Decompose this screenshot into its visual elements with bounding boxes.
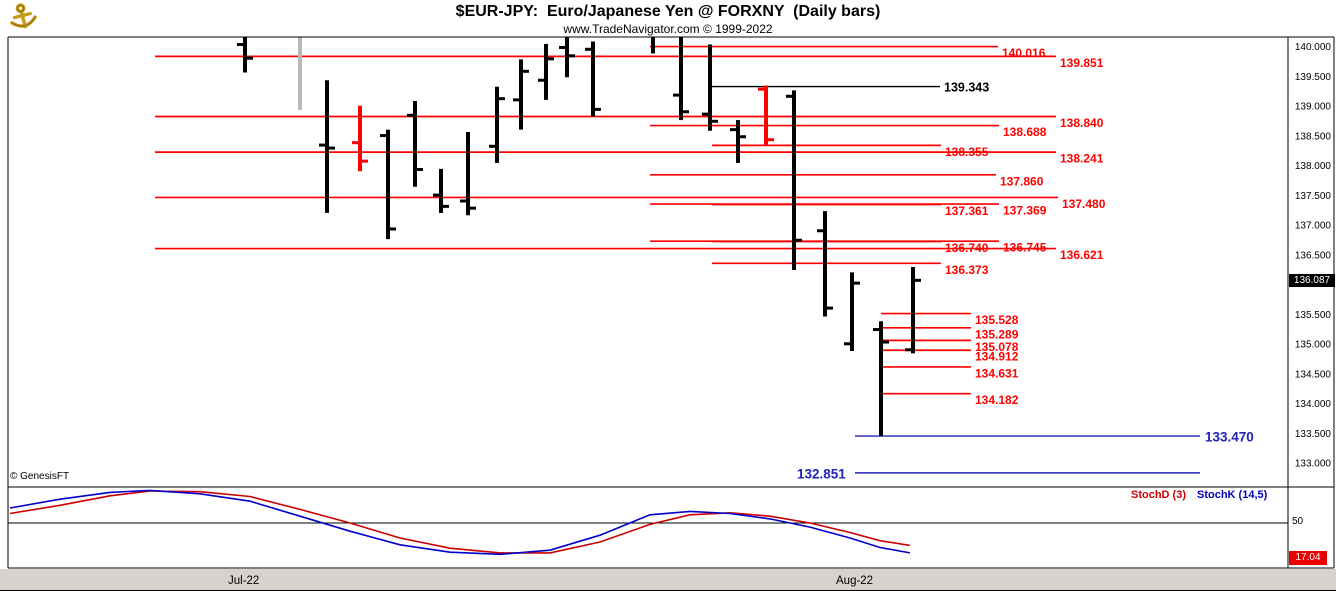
price-level-label: 136.745 [1003, 241, 1047, 255]
price-level-label: 134.631 [975, 366, 1019, 380]
bars-layer [237, 37, 921, 437]
price-axis-label: 134.000 [1295, 399, 1332, 410]
price-level-label: 138.688 [1003, 125, 1047, 139]
genesis-logo-icon [10, 3, 37, 29]
price-axis-label: 140.000 [1295, 42, 1332, 53]
price-level-label: 137.480 [1062, 197, 1106, 211]
stochd-line [9, 490, 911, 554]
price-level-label: 135.289 [975, 327, 1019, 341]
stochd-legend-label: StochD (3) [1131, 489, 1186, 501]
price-axis-label: 133.500 [1295, 429, 1332, 440]
price-axis-label: 136.500 [1295, 250, 1332, 261]
chart-subtitle: www.TradeNavigator.com © 1999-2022 [563, 22, 773, 36]
price-level-label: 133.470 [1205, 430, 1254, 445]
chart-title: $EUR-JPY: Euro/Japanese Yen @ FORXNY (Da… [455, 3, 881, 20]
price-level-label: 135.528 [975, 313, 1019, 327]
price-axis-label: 138.000 [1295, 161, 1332, 172]
price-level-label: 136.373 [945, 263, 989, 277]
date-axis-label: Jul-22 [228, 575, 259, 587]
price-level-label: 137.860 [1000, 174, 1044, 188]
price-axis-label: 137.000 [1295, 221, 1332, 232]
price-level-label: 136.621 [1060, 248, 1104, 262]
stoch-last-value-badge: 17.04 [1289, 551, 1327, 565]
price-level-label: 139.851 [1060, 56, 1104, 70]
price-axis-label: 139.500 [1295, 72, 1332, 83]
price-axis[interactable] [1288, 37, 1336, 568]
price-axis-label: 138.500 [1295, 131, 1332, 142]
price-level-label: 134.182 [975, 393, 1019, 407]
price-level-label: 135.078 [975, 340, 1019, 354]
date-axis-label: Aug-22 [836, 575, 873, 587]
price-level-label: 138.241 [1060, 152, 1104, 166]
price-level-label: 140.016 [1002, 46, 1046, 60]
price-axis-label: 134.500 [1295, 369, 1332, 380]
price-axis-label: 139.000 [1295, 102, 1332, 113]
price-axis-label: 135.000 [1295, 340, 1332, 351]
price-axis-label: 137.500 [1295, 191, 1332, 202]
stochk-line [9, 489, 911, 556]
genesisft-credit: © GenesisFT [10, 471, 70, 482]
price-level-label: 134.912 [975, 350, 1019, 364]
last-price-badge: 136.087 [1289, 274, 1335, 287]
date-axis-strip [0, 569, 1336, 591]
price-level-label: 137.369 [1003, 204, 1047, 218]
price-level-label: 139.343 [944, 81, 989, 95]
price-axis-label: 133.000 [1295, 459, 1332, 470]
price-level-label: 137.361 [945, 204, 989, 218]
stoch-mid-level-label: 50 [1292, 516, 1304, 527]
price-axis-label: 135.500 [1295, 310, 1332, 321]
stochk-legend-label: StochK (14,5) [1197, 489, 1268, 501]
price-level-label: 138.840 [1060, 116, 1104, 130]
price-level-label: 132.851 [797, 466, 846, 481]
